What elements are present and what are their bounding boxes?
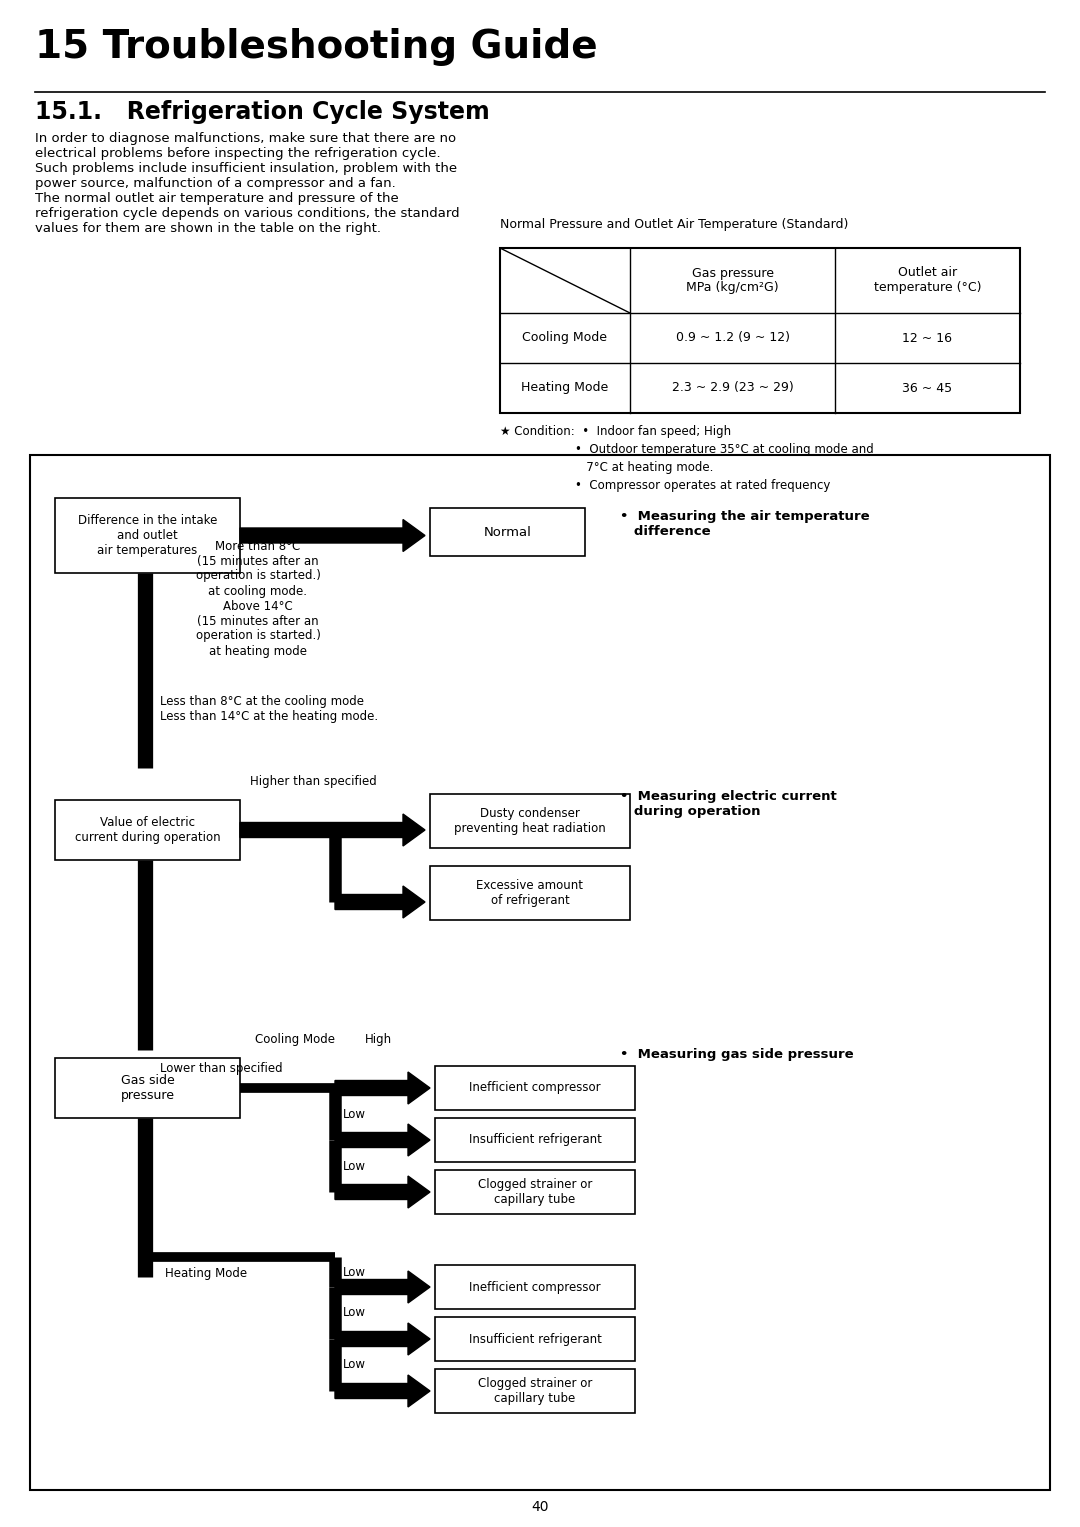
Text: •  Measuring the air temperature
   difference: • Measuring the air temperature differen…: [620, 510, 869, 538]
Bar: [55, 800, 240, 860]
Text: Inefficient compressor: Inefficient compressor: [469, 1081, 600, 1095]
Text: 7°C at heating mode.: 7°C at heating mode.: [500, 461, 714, 473]
Text: Difference in the intake
and outlet
air temperatures: Difference in the intake and outlet air …: [78, 515, 217, 557]
Bar: [430, 866, 630, 919]
Text: 40: 40: [531, 1500, 549, 1513]
Text: 15.1.   Refrigeration Cycle System: 15.1. Refrigeration Cycle System: [35, 99, 489, 124]
Text: Insufficient refrigerant: Insufficient refrigerant: [469, 1133, 602, 1147]
Polygon shape: [335, 886, 426, 918]
Bar: [430, 508, 585, 556]
Text: More than 8°C
(15 minutes after an
operation is started.)
at cooling mode.
Above: More than 8°C (15 minutes after an opera…: [195, 539, 321, 658]
Text: Gas side
pressure: Gas side pressure: [121, 1073, 175, 1102]
Text: Dusty condenser
preventing heat radiation: Dusty condenser preventing heat radiatio…: [454, 806, 606, 835]
Bar: [435, 1118, 635, 1162]
Text: In order to diagnose malfunctions, make sure that there are no
electrical proble: In order to diagnose malfunctions, make …: [35, 131, 460, 235]
Bar: [435, 1264, 635, 1309]
Text: Outlet air
temperature (°C): Outlet air temperature (°C): [874, 267, 982, 295]
Text: Heating Mode: Heating Mode: [522, 382, 609, 394]
Text: Lower than specified: Lower than specified: [160, 1061, 283, 1075]
Polygon shape: [335, 1176, 430, 1208]
Text: •  Compressor operates at rated frequency: • Compressor operates at rated frequency: [500, 479, 831, 492]
Polygon shape: [335, 1072, 430, 1104]
Text: 12 ~ 16: 12 ~ 16: [903, 331, 953, 345]
Text: Insufficient refrigerant: Insufficient refrigerant: [469, 1333, 602, 1345]
Text: •  Outdoor temperature 35°C at cooling mode and: • Outdoor temperature 35°C at cooling mo…: [500, 443, 874, 457]
Text: ★ Condition:  •  Indoor fan speed; High: ★ Condition: • Indoor fan speed; High: [500, 425, 731, 438]
Text: Excessive amount
of refrigerant: Excessive amount of refrigerant: [476, 880, 583, 907]
Bar: [430, 794, 630, 847]
Text: Clogged strainer or
capillary tube: Clogged strainer or capillary tube: [477, 1177, 592, 1206]
Bar: [500, 247, 1020, 412]
Text: Normal Pressure and Outlet Air Temperature (Standard): Normal Pressure and Outlet Air Temperatu…: [500, 218, 849, 231]
Text: Less than 8°C at the cooling mode
Less than 14°C at the heating mode.: Less than 8°C at the cooling mode Less t…: [160, 695, 378, 722]
Polygon shape: [335, 1374, 430, 1406]
Text: Higher than specified: Higher than specified: [249, 776, 377, 788]
Polygon shape: [335, 1322, 430, 1354]
Text: Normal: Normal: [484, 525, 531, 539]
Text: •  Measuring electric current
   during operation: • Measuring electric current during oper…: [620, 789, 837, 818]
Bar: [435, 1316, 635, 1361]
Text: Heating Mode: Heating Mode: [165, 1267, 247, 1280]
Text: Low: Low: [343, 1307, 366, 1319]
Bar: [55, 1058, 240, 1118]
Polygon shape: [240, 519, 426, 551]
Bar: [435, 1170, 635, 1214]
Bar: [55, 498, 240, 573]
Polygon shape: [335, 1124, 430, 1156]
Text: Gas pressure
MPa (kg/cm²G): Gas pressure MPa (kg/cm²G): [686, 267, 779, 295]
Text: Low: Low: [343, 1159, 366, 1173]
Text: Low: Low: [343, 1359, 366, 1371]
Bar: [435, 1370, 635, 1412]
Text: 15 Troubleshooting Guide: 15 Troubleshooting Guide: [35, 27, 597, 66]
Bar: [435, 1066, 635, 1110]
Text: Cooling Mode: Cooling Mode: [523, 331, 607, 345]
Text: 2.3 ~ 2.9 (23 ~ 29): 2.3 ~ 2.9 (23 ~ 29): [672, 382, 794, 394]
Text: Low: Low: [343, 1107, 366, 1121]
Text: Clogged strainer or
capillary tube: Clogged strainer or capillary tube: [477, 1377, 592, 1405]
Text: 36 ~ 45: 36 ~ 45: [903, 382, 953, 394]
Text: Cooling Mode: Cooling Mode: [255, 1032, 335, 1046]
Polygon shape: [240, 814, 426, 846]
Bar: [30, 455, 1050, 1490]
Text: Inefficient compressor: Inefficient compressor: [469, 1281, 600, 1293]
Text: Value of electric
current during operation: Value of electric current during operati…: [75, 815, 220, 844]
Text: 0.9 ~ 1.2 (9 ~ 12): 0.9 ~ 1.2 (9 ~ 12): [675, 331, 789, 345]
Text: •  Measuring gas side pressure: • Measuring gas side pressure: [620, 1048, 853, 1061]
Text: Low: Low: [343, 1266, 366, 1278]
Text: High: High: [365, 1032, 392, 1046]
Polygon shape: [335, 1270, 430, 1303]
